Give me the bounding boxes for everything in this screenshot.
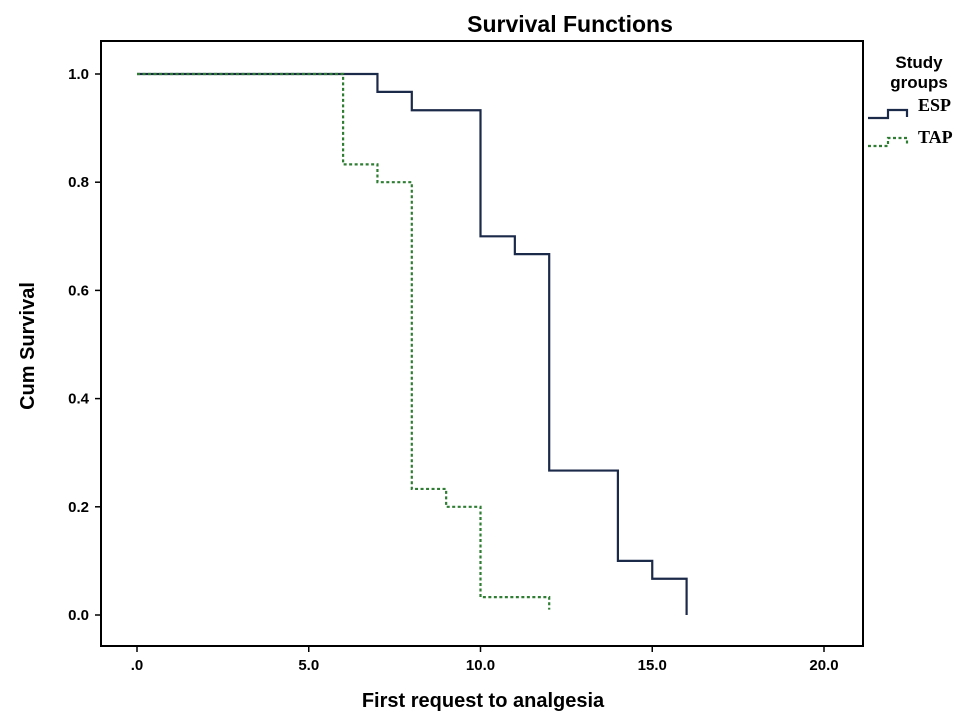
plot-area-frame [100, 40, 864, 647]
x-tick-label: .0 [131, 657, 144, 674]
x-axis-title: First request to analgesia [362, 690, 605, 712]
legend: Study groups ESP TAP [868, 53, 953, 148]
series-line-tap [137, 72, 551, 610]
legend-sample-tap [868, 136, 909, 148]
legend-sample-esp [868, 108, 909, 120]
y-axis-title: Cum Survival [17, 282, 39, 410]
legend-label-esp: ESP [918, 95, 951, 115]
y-tick-label: 0.4 [68, 391, 90, 408]
chart-title: Survival Functions [467, 11, 673, 37]
y-tick-label: 1.0 [68, 66, 89, 83]
x-tick-label: 5.0 [298, 657, 319, 674]
y-tick-label: 0.8 [68, 174, 89, 191]
x-tick-label: 20.0 [809, 657, 838, 674]
y-tick-label: 0.2 [68, 499, 89, 516]
legend-items: ESP TAP [868, 95, 953, 148]
x-axis-ticks: .0 5.0 10.0 15.0 20.0 [131, 646, 839, 674]
x-tick-label: 10.0 [466, 657, 495, 674]
series-layer [137, 72, 688, 615]
legend-label-tap: TAP [918, 127, 953, 147]
y-tick-label: 0.6 [68, 282, 89, 299]
y-axis-ticks: 0.0 0.2 0.4 0.6 0.8 1.0 [68, 66, 101, 624]
x-tick-label: 15.0 [638, 657, 667, 674]
legend-title-line-1: Study [895, 53, 943, 72]
legend-title-line-2: groups [890, 73, 948, 92]
series-line-esp [137, 72, 688, 615]
y-tick-label: 0.0 [68, 607, 89, 624]
